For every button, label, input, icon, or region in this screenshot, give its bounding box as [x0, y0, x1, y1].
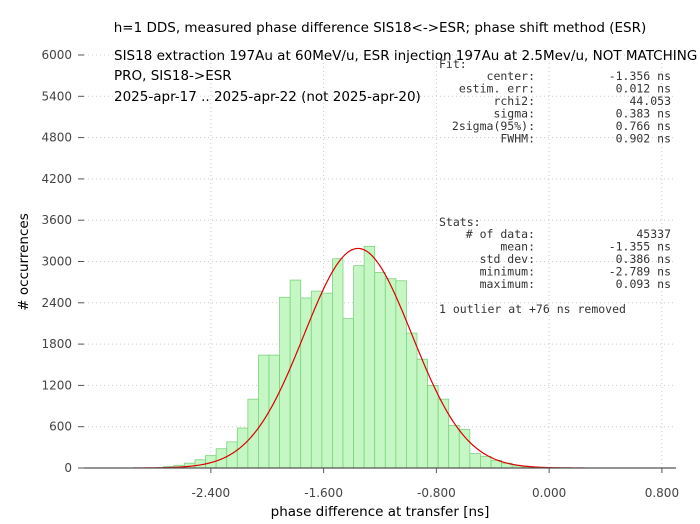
- fit-row-value: -1.356 ns: [609, 69, 671, 83]
- histogram-bar: [279, 296, 291, 469]
- y-tick-label: 1800: [41, 337, 72, 351]
- x-tick-label: 0.800: [645, 486, 679, 500]
- fit-row-label: estim. err:: [459, 82, 535, 96]
- subtitle-line-1: SIS18 extraction 197Au at 60MeV/u, ESR i…: [114, 48, 697, 64]
- histogram-bar: [448, 424, 460, 469]
- y-tick-label: 3000: [41, 255, 72, 269]
- subtitle-line-2: PRO, SIS18->ESR: [114, 68, 232, 84]
- stats-row-label: minimum:: [480, 265, 535, 279]
- stats-row-value: -2.789 ns: [609, 265, 671, 279]
- histogram-bar: [406, 332, 418, 469]
- histogram-bar: [353, 265, 365, 469]
- stats-heading: Stats:: [439, 215, 481, 229]
- y-tick-label: 2400: [41, 296, 72, 310]
- y-axis-label: # occurrences: [16, 213, 32, 310]
- histogram-bar: [300, 297, 312, 469]
- stats-row-value: 45337: [636, 227, 671, 241]
- histogram-bar: [416, 358, 428, 469]
- histogram-bar: [310, 290, 323, 469]
- outlier-note: 1 outlier at +76 ns removed: [439, 302, 626, 316]
- histogram-bar: [247, 398, 259, 469]
- stats-row-value: 0.386 ns: [616, 252, 671, 266]
- y-tick-label: 600: [49, 420, 72, 434]
- histogram-bar: [332, 258, 344, 469]
- x-tick-labels: -2.400 -1.600 -0.800 0.000 0.800: [192, 486, 680, 500]
- histogram-bar: [215, 448, 228, 469]
- y-tick-label: 6000: [41, 48, 72, 62]
- histogram-bar: [469, 453, 481, 469]
- histogram-bar: [427, 384, 439, 469]
- fit-row-label: FWHM:: [500, 132, 535, 146]
- stats-info-box: Stats: # of data: 45337 mean: -1.355 ns std …: [439, 215, 671, 316]
- stats-row-label: maximum:: [480, 277, 535, 291]
- y-tick-labels: 0 600 1200 1800 2400 3000 3600 4200 4800 5400 6000: [41, 48, 72, 475]
- x-tick-label: -2.400: [192, 486, 231, 500]
- fit-row-value: 44.053: [629, 94, 671, 108]
- fit-row-value: 0.902 ns: [616, 132, 671, 146]
- histogram-bar: [321, 292, 333, 469]
- fit-row-value: 0.012 ns: [616, 82, 671, 96]
- y-tick-label: 3600: [41, 213, 72, 227]
- histogram-bar: [363, 245, 376, 469]
- x-tick-label: 0.000: [532, 486, 566, 500]
- chart-title: h=1 DDS, measured phase difference SIS18…: [114, 20, 647, 36]
- fit-row-value: 0.383 ns: [616, 107, 671, 121]
- fit-heading: Fit:: [439, 57, 467, 71]
- histogram-bar: [342, 318, 354, 469]
- fit-row-label: rchi2:: [493, 94, 535, 108]
- histogram-bar: [268, 354, 280, 469]
- y-tick-label: 1200: [41, 378, 72, 392]
- histogram-bar: [384, 278, 397, 469]
- stats-row-value: 0.093 ns: [616, 277, 671, 291]
- fit-row-label: 2sigma(95%):: [452, 119, 535, 133]
- y-tick-label: 5400: [41, 89, 72, 103]
- histogram-bar: [289, 279, 302, 469]
- stats-row-label: std dev:: [480, 252, 535, 266]
- y-tick-label: 4200: [41, 172, 72, 186]
- gaussian-fit-curve: [133, 247, 585, 469]
- x-tick-label: -0.800: [417, 486, 456, 500]
- stats-row-label: # of data:: [466, 227, 535, 241]
- fit-row-value: 0.766 ns: [616, 119, 671, 133]
- histogram-bar: [258, 354, 270, 469]
- histogram-bar: [480, 455, 492, 469]
- x-tick-label: -1.600: [304, 486, 343, 500]
- fit-row-label: center:: [487, 69, 535, 83]
- axes: [78, 54, 676, 473]
- histogram-bar: [226, 441, 238, 469]
- y-tick-label: 4800: [41, 131, 72, 145]
- y-tick-label: 0: [64, 461, 72, 475]
- histogram-bars: [162, 245, 534, 469]
- stats-row-value: -1.355 ns: [609, 240, 671, 254]
- histogram-bar: [437, 398, 450, 469]
- stats-row-label: mean:: [500, 240, 535, 254]
- fit-row-label: sigma:: [493, 107, 535, 121]
- subtitle-line-3: 2025-apr-17 .. 2025-apr-22 (not 2025-apr…: [114, 89, 421, 105]
- histogram-bar: [374, 272, 386, 469]
- x-axis-label: phase difference at transfer [ns]: [271, 504, 490, 520]
- fit-info-box: Fit: center: -1.356 ns estim. err: 0.012 ns…: [439, 57, 671, 146]
- histogram-bar: [458, 429, 471, 469]
